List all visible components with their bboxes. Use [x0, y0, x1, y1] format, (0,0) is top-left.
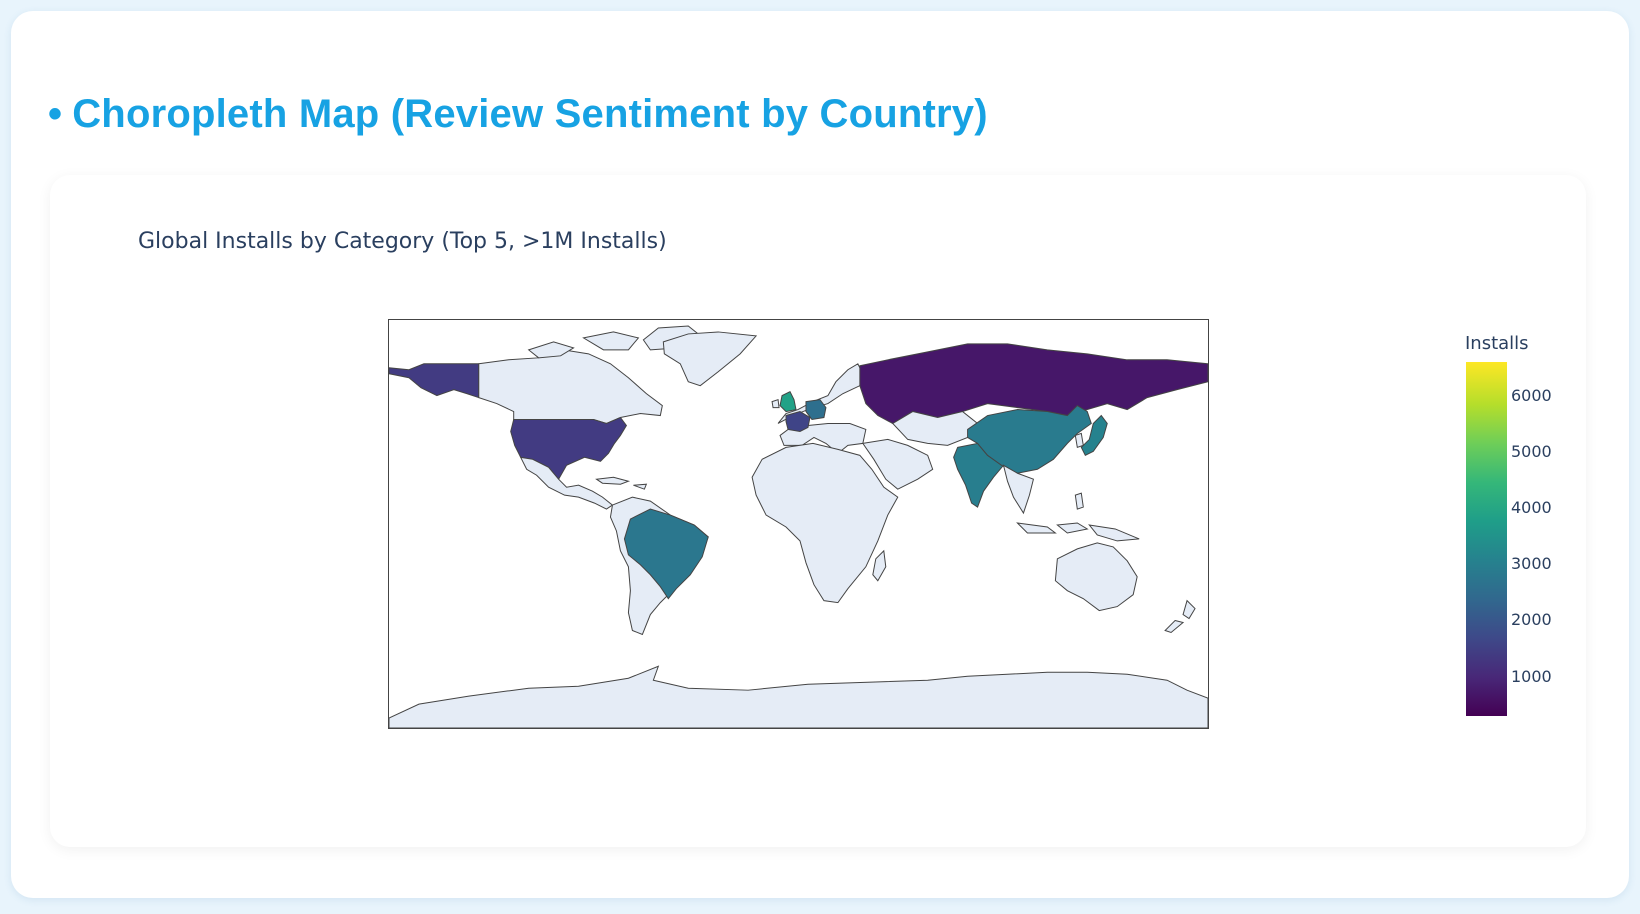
southeast-asia: [1002, 464, 1035, 515]
country-canada[interactable]: [478, 349, 663, 425]
country-united-states-alaska[interactable]: [389, 363, 480, 399]
madagascar: [872, 549, 887, 582]
colorbar-tick: 3000: [1511, 554, 1552, 574]
section-title-text: Choropleth Map (Review Sentiment by Coun…: [72, 92, 988, 136]
country-greenland: [662, 331, 758, 387]
chart-title: Global Installs by Category (Top 5, >1M …: [138, 229, 667, 254]
country-ireland: [771, 398, 780, 409]
country-korea: [1074, 432, 1084, 449]
indonesia-philippines: [1016, 492, 1140, 542]
africa: [751, 442, 899, 604]
country-united-kingdom[interactable]: [779, 390, 797, 413]
world-map[interactable]: [389, 320, 1208, 728]
colorbar: [1466, 362, 1507, 716]
middle-east: [861, 438, 934, 490]
country-china[interactable]: [967, 404, 1092, 474]
country-france[interactable]: [785, 411, 811, 432]
caribbean-islands: [595, 476, 648, 490]
colorbar-tick: 2000: [1511, 610, 1552, 630]
map-frame[interactable]: [388, 319, 1209, 729]
antarctica: [389, 665, 1208, 728]
colorbar-tick: 4000: [1511, 498, 1552, 518]
colorbar-title: Installs: [1465, 333, 1529, 354]
central-asia: [891, 411, 979, 446]
new-zealand: [1164, 599, 1196, 634]
country-brazil[interactable]: [623, 508, 709, 600]
country-japan[interactable]: [1080, 414, 1108, 457]
colorbar-tick: 1000: [1511, 666, 1552, 686]
australia: [1054, 542, 1138, 612]
country-germany[interactable]: [805, 399, 827, 421]
colorbar-tick: 6000: [1511, 385, 1552, 405]
section-bullet: •: [48, 92, 63, 136]
country-united-states[interactable]: [510, 416, 628, 481]
colorbar-tick: 5000: [1511, 441, 1552, 461]
section-title: • Choropleth Map (Review Sentiment by Cou…: [48, 92, 988, 137]
